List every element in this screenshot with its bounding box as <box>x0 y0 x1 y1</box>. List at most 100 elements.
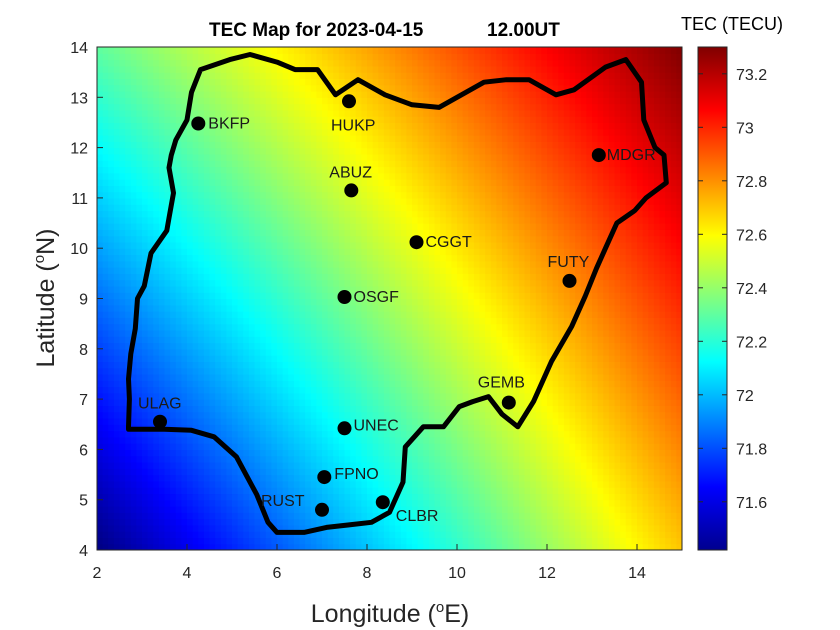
heatmap-cell <box>248 298 256 306</box>
heatmap-cell <box>333 436 340 444</box>
heatmap-cell <box>367 191 374 199</box>
heatmap-cell <box>187 461 194 469</box>
heatmap-cell <box>237 386 244 394</box>
heatmap-cell <box>305 84 312 92</box>
heatmap-cell <box>220 160 227 168</box>
heatmap-cell <box>406 223 413 230</box>
heatmap-cell <box>209 405 216 413</box>
heatmap-cell <box>108 373 115 381</box>
heatmap-cell <box>265 493 272 501</box>
heatmap-cell <box>170 260 177 268</box>
heatmap-cell <box>113 285 121 293</box>
heatmap-cell <box>198 455 205 463</box>
heatmap-cell <box>153 122 160 130</box>
heatmap-cell <box>344 141 351 149</box>
heatmap-cell <box>187 210 194 218</box>
heatmap-cell <box>136 430 143 438</box>
heatmap-cell <box>147 109 154 117</box>
heatmap-cell <box>232 361 239 369</box>
heatmap-cell <box>102 260 109 268</box>
heatmap-cell <box>434 84 441 92</box>
heatmap-cell <box>153 480 160 488</box>
heatmap-cell <box>271 436 278 444</box>
heatmap-cell <box>338 204 346 212</box>
heatmap-cell <box>271 424 278 432</box>
heatmap-cell <box>406 487 413 495</box>
heatmap-cell <box>293 543 301 550</box>
heatmap-cell <box>333 386 340 394</box>
heatmap-cell <box>265 336 272 344</box>
heatmap-cell <box>203 443 211 450</box>
heatmap-cell <box>203 493 211 501</box>
heatmap-cell <box>378 97 385 105</box>
heatmap-cell <box>198 436 205 444</box>
heatmap-cell <box>232 128 239 136</box>
heatmap-cell <box>158 323 166 331</box>
heatmap-cell <box>412 329 419 337</box>
heatmap-cell <box>282 260 289 268</box>
heatmap-cell <box>378 329 385 337</box>
heatmap-cell <box>400 355 407 362</box>
heatmap-cell <box>355 216 362 224</box>
heatmap-cell <box>170 399 177 406</box>
heatmap-cell <box>338 122 346 130</box>
heatmap-cell <box>153 543 160 550</box>
heatmap-cell <box>406 399 413 406</box>
heatmap-cell <box>254 468 261 476</box>
heatmap-cell <box>305 153 312 161</box>
heatmap-cell <box>248 411 256 419</box>
heatmap-cell <box>327 153 334 161</box>
heatmap-cell <box>248 417 256 425</box>
heatmap-cell <box>209 317 216 325</box>
heatmap-cell <box>260 531 267 539</box>
heatmap-cell <box>215 430 222 438</box>
heatmap-cell <box>293 166 301 174</box>
heatmap-cell <box>383 166 391 174</box>
heatmap-cell <box>232 47 239 54</box>
heatmap-cell <box>293 141 301 149</box>
heatmap-cell <box>119 392 126 400</box>
heatmap-cell <box>232 147 239 155</box>
heatmap-cell <box>282 304 289 312</box>
heatmap-cell <box>282 524 289 532</box>
heatmap-cell <box>153 323 160 331</box>
heatmap-cell <box>220 109 227 117</box>
heatmap-cell <box>378 373 385 381</box>
heatmap-cell <box>113 116 121 124</box>
heatmap-cell <box>209 499 216 507</box>
heatmap-cell <box>102 147 109 155</box>
heatmap-cell <box>254 348 261 356</box>
heatmap-cell <box>378 65 385 73</box>
heatmap-cell <box>136 411 143 419</box>
heatmap-cell <box>125 210 132 218</box>
heatmap-cell <box>198 392 205 400</box>
heatmap-cell <box>164 373 171 381</box>
heatmap-cell <box>192 405 199 413</box>
heatmap-cell <box>417 128 424 136</box>
heatmap-cell <box>215 323 222 331</box>
heatmap-cell <box>119 166 126 174</box>
heatmap-cell <box>119 241 126 249</box>
heatmap-cell <box>327 191 334 199</box>
heatmap-cell <box>209 97 216 105</box>
heatmap-cell <box>400 531 407 539</box>
heatmap-cell <box>226 329 233 337</box>
heatmap-cell <box>361 361 368 369</box>
heatmap-cell <box>412 474 419 482</box>
heatmap-cell <box>277 116 284 124</box>
heatmap-cell <box>187 348 194 356</box>
heatmap-cell <box>428 292 436 300</box>
heatmap-cell <box>338 411 346 419</box>
heatmap-cell <box>125 512 132 520</box>
heatmap-cell <box>142 72 149 80</box>
heatmap-cell <box>248 311 256 318</box>
heatmap-cell <box>220 505 227 513</box>
heatmap-cell <box>108 153 115 161</box>
heatmap-cell <box>220 449 227 457</box>
heatmap-cell <box>97 191 104 199</box>
heatmap-cell <box>305 461 312 469</box>
heatmap-cell <box>412 367 419 375</box>
heatmap-cell <box>378 197 385 205</box>
heatmap-cell <box>395 304 402 312</box>
heatmap-cell <box>282 235 289 243</box>
